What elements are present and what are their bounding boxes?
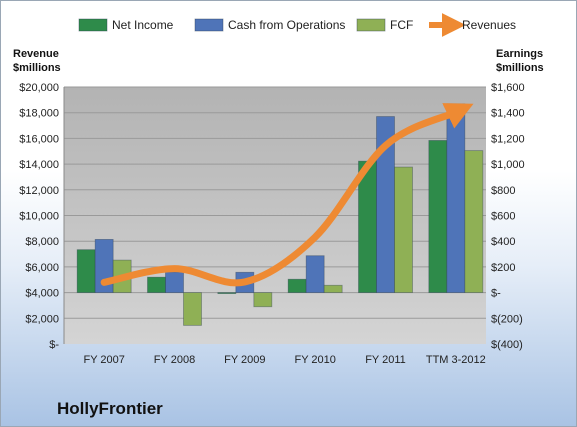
bar-net-income xyxy=(428,140,448,293)
left-tick-label: $12,000 xyxy=(19,185,59,197)
category-label: TTM 3-2012 xyxy=(426,354,486,366)
bar-net-income xyxy=(287,278,307,293)
left-axis-title-line1: Revenue xyxy=(13,48,59,60)
bars xyxy=(76,103,484,326)
bar-fcf xyxy=(464,150,484,293)
right-tick-label: $400 xyxy=(491,236,515,248)
bar-net-income xyxy=(147,276,166,293)
right-tick-label: $- xyxy=(491,288,501,300)
revenue-line-layer xyxy=(100,103,474,287)
legend-swatch xyxy=(356,18,386,32)
category-label: FY 2008 xyxy=(154,354,195,366)
category-label: FY 2010 xyxy=(294,354,335,366)
left-tick-label: $20,000 xyxy=(19,82,59,94)
category-label: FY 2009 xyxy=(224,354,265,366)
bar-fcf xyxy=(323,284,343,294)
right-tick-label: $1,600 xyxy=(491,82,525,94)
right-axis-title-line1: Earnings xyxy=(496,48,543,60)
category-label: FY 2011 xyxy=(365,354,406,366)
right-tick-label: $600 xyxy=(491,211,515,223)
right-tick-label: $800 xyxy=(491,185,515,197)
category-label: FY 2007 xyxy=(83,354,124,366)
bar-fcf xyxy=(394,166,413,293)
legend-label: Cash from Operations xyxy=(228,18,345,32)
left-tick-label: $14,000 xyxy=(19,159,59,171)
left-tick-label: $4,000 xyxy=(25,288,59,300)
left-axis-title-line2: $millions xyxy=(13,62,61,74)
bar-cash-from-operations xyxy=(446,103,466,293)
right-axis-ticks: $(400) $(200) $- $200 $400 $600 $800 $1,000 $1,2… xyxy=(491,82,525,351)
right-tick-label: $1,000 xyxy=(491,159,525,171)
right-axis-title-line2: $millions xyxy=(496,62,544,74)
legend-label: Net Income xyxy=(112,18,174,32)
left-tick-label: $16,000 xyxy=(19,133,59,145)
right-tick-label: $1,400 xyxy=(491,108,525,120)
bar-cash-from-operations xyxy=(305,255,325,294)
legend-label: FCF xyxy=(390,18,413,32)
left-tick-label: $18,000 xyxy=(19,108,59,120)
left-tick-label: $- xyxy=(49,339,59,351)
bar-fcf xyxy=(183,292,202,326)
right-tick-label: $1,200 xyxy=(491,133,525,145)
bar-net-income xyxy=(76,249,96,293)
legend-swatch xyxy=(78,18,108,32)
company-name: HollyFrontier xyxy=(57,399,163,418)
right-tick-label: $200 xyxy=(491,262,515,274)
right-tick-label: $(200) xyxy=(491,313,523,325)
gridlines xyxy=(63,86,486,344)
right-tick-label: $(400) xyxy=(491,339,523,351)
left-tick-label: $2,000 xyxy=(25,313,59,325)
revenue-line xyxy=(100,103,474,287)
bar-cash-from-operations xyxy=(165,271,184,294)
bar-net-income xyxy=(217,292,237,294)
left-tick-label: $8,000 xyxy=(25,236,59,248)
legend: Net Income Cash from Operations FCF Revenue… xyxy=(78,13,516,37)
bar-fcf xyxy=(253,292,273,308)
left-tick-label: $6,000 xyxy=(25,262,59,274)
legend-label: Revenues xyxy=(462,18,516,32)
legend-swatch xyxy=(194,18,224,32)
category-labels: FY 2007 FY 2008 FY 2009 FY 2010 FY 2011 TTM 3… xyxy=(83,354,485,366)
left-tick-label: $10,000 xyxy=(19,211,59,223)
left-axis-ticks: $- $2,000 $4,000 $6,000 $8,000 $10,000 $12,000… xyxy=(19,82,59,351)
